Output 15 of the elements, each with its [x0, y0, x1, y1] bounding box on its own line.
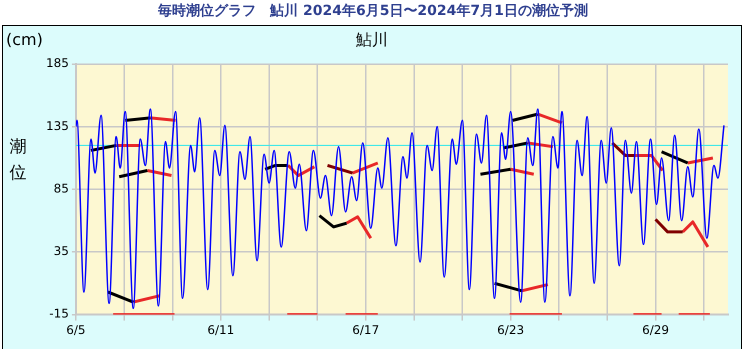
x-tick-label: 6/23: [497, 322, 524, 337]
x-tick-label: 6/5: [66, 322, 86, 337]
line-series: [76, 108, 725, 310]
x-tick-label: 6/17: [352, 322, 380, 337]
y-tick-label: 135: [46, 118, 69, 133]
chart-subtitle: 鮎川: [356, 30, 388, 49]
x-tick-label: 6/11: [207, 322, 234, 337]
y-tick-label: -15: [49, 306, 69, 321]
y-tick-label: 35: [54, 244, 69, 258]
y-tick-label: 185: [46, 56, 69, 70]
y-axis-title: 潮位: [8, 136, 28, 185]
text: (cm): [6, 30, 43, 49]
y-tick-label: 85: [54, 181, 69, 196]
x-tick-label: 6/29: [642, 322, 670, 337]
chart-title: 毎時潮位グラフ 鮎川 2024年6月5日〜2024年7月1日の潮位予測: [157, 2, 589, 20]
